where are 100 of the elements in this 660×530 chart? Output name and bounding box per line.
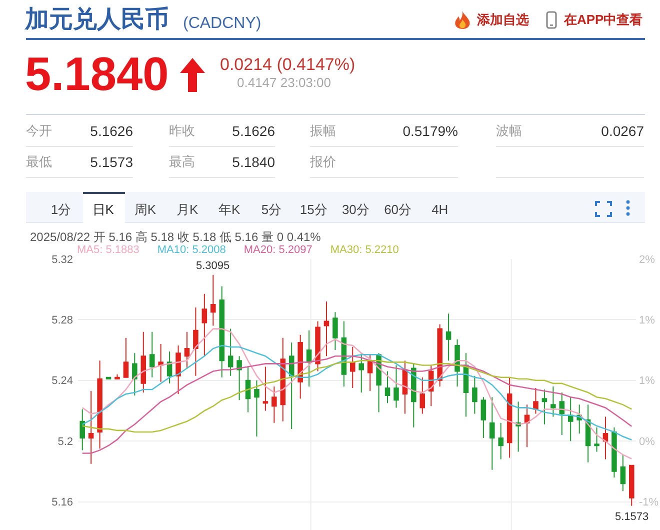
candlestick — [498, 422, 504, 460]
candlestick — [559, 392, 565, 436]
candlestick — [245, 366, 251, 413]
y-tick-label: 5.28 — [52, 314, 73, 327]
candlestick — [411, 363, 416, 428]
candlestick — [254, 380, 260, 438]
text: 30分 — [342, 201, 370, 219]
annotation: 5.3095 — [196, 260, 230, 272]
candlestick — [350, 346, 356, 388]
candlestick — [176, 344, 181, 395]
candlestick — [210, 274, 216, 326]
text: 5.1626 — [90, 122, 133, 141]
y-tick-label: 5.24 — [52, 375, 73, 388]
candlestick — [202, 293, 208, 357]
candlestick — [332, 312, 338, 351]
candlestick — [629, 464, 634, 506]
line-series — [82, 355, 632, 454]
candlestick — [568, 396, 574, 442]
candlestick — [158, 343, 164, 382]
text: 5分 — [261, 201, 282, 219]
text: 日K — [92, 201, 114, 219]
candlestick — [602, 416, 608, 460]
candlestick — [480, 396, 486, 439]
candlestick — [472, 375, 478, 414]
text: MA5: 5.1883 — [77, 244, 140, 257]
text: 振幅 — [310, 122, 336, 140]
candlestick — [149, 331, 155, 378]
text: 5.1626 — [232, 122, 275, 141]
candlestick — [612, 426, 617, 478]
text: 1分 — [50, 201, 72, 219]
text: MA10: 5.2008 — [157, 244, 226, 257]
candlestick — [620, 454, 626, 492]
text: MA20: 5.2097 — [244, 244, 312, 257]
candlestick — [324, 300, 330, 357]
text: 0.0214 (0.4147%) — [220, 55, 356, 75]
candlestick — [594, 426, 600, 452]
candlestick — [97, 360, 102, 450]
text: (CADCNY) — [183, 14, 262, 34]
candlestick — [420, 376, 426, 414]
candlestick — [114, 374, 120, 380]
candlestick — [306, 330, 312, 387]
y2-tick-label: -1% — [639, 496, 659, 509]
candlestick — [506, 376, 512, 458]
text: 5.1840 — [232, 153, 275, 172]
candlestick — [490, 396, 495, 470]
candlestick — [88, 390, 94, 464]
candlestick — [80, 408, 85, 451]
text: 周K — [134, 201, 156, 219]
candlestick — [123, 337, 129, 378]
y-tick-label: 5.2 — [58, 436, 73, 448]
line-series — [82, 360, 632, 433]
candlestick — [463, 352, 469, 418]
text: 波幅 — [496, 122, 522, 140]
candlestick — [236, 356, 242, 401]
text: 今开 — [26, 122, 52, 140]
line-series — [82, 344, 632, 441]
candlestick — [542, 388, 548, 425]
text: 15分 — [300, 201, 328, 219]
text: 0.5179% — [402, 122, 458, 141]
annotation: 5.1573 — [615, 511, 649, 523]
candlestick — [140, 331, 146, 394]
candlestick — [402, 360, 408, 414]
text: 最低 — [26, 153, 52, 171]
candlestick — [550, 386, 556, 418]
candlestick — [437, 324, 442, 387]
y2-tick-label: 1% — [639, 314, 656, 327]
y-tick-label: 5.16 — [52, 496, 73, 509]
text: 5.1840 — [25, 47, 169, 100]
text: 添加自选 — [477, 11, 529, 29]
text: 加元兑人民币 — [25, 5, 169, 35]
candlestick — [193, 307, 198, 376]
candlestick — [132, 352, 138, 396]
text: 0.0267 — [601, 122, 644, 141]
candlestick — [394, 364, 399, 408]
text: 月K — [176, 201, 198, 219]
chart-subtitle: 2025/08/22 开 5.16 高 5.18 收 5.18 低 5.16 量 0 0.41% — [30, 230, 321, 244]
y2-tick-label: 1% — [639, 375, 656, 388]
candlestick — [384, 370, 390, 404]
candlestick — [228, 328, 234, 376]
candlestick — [315, 320, 320, 372]
candlestick — [524, 404, 530, 448]
y-tick-label: 5.32 — [52, 254, 73, 266]
text: 最高 — [169, 153, 195, 171]
candlestick — [358, 352, 364, 394]
y2-tick-label: 0% — [639, 436, 656, 448]
text: 4H — [432, 201, 448, 219]
candlestick — [219, 286, 224, 378]
candlestick — [367, 354, 373, 392]
candlestick — [533, 387, 538, 414]
text: 60分 — [384, 201, 412, 219]
text: 报价 — [310, 153, 336, 171]
line-series — [82, 328, 632, 460]
text: MA30: 5.2210 — [330, 244, 399, 257]
text: 在APP中查看 — [564, 11, 643, 29]
y2-tick-label: 2% — [639, 254, 656, 266]
candlestick — [184, 331, 190, 369]
candlestick — [446, 313, 452, 362]
candlestick — [272, 386, 277, 424]
text: 5.1573 — [90, 153, 133, 172]
candlestick — [262, 366, 268, 412]
